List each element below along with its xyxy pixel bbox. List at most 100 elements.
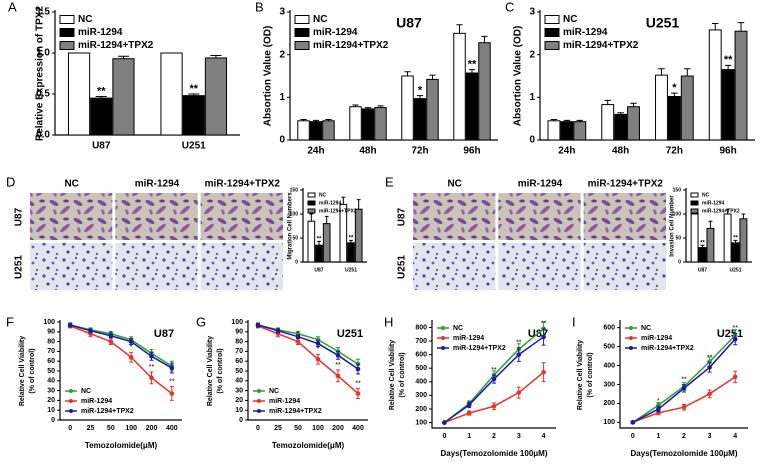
micrograph	[583, 193, 666, 240]
point	[442, 420, 447, 425]
legend-swatch	[690, 200, 699, 206]
y-axis-label: (% of control)	[399, 352, 406, 397]
micrograph	[200, 243, 283, 290]
legend-label: NC	[453, 325, 463, 332]
point	[541, 369, 546, 375]
bar	[90, 97, 113, 136]
image-column-label: NC	[64, 179, 78, 190]
bar	[426, 78, 439, 141]
point	[335, 353, 341, 358]
error-bar	[312, 119, 320, 122]
legend-label: miR-1294+TPX2	[313, 40, 389, 51]
bar	[734, 30, 748, 141]
point	[67, 322, 73, 328]
legend-label: NC	[269, 388, 279, 395]
legend-marker	[629, 346, 633, 350]
point	[707, 391, 712, 397]
y-tick-label: 3	[279, 7, 285, 18]
micrograph	[413, 193, 496, 240]
y-tick-label: 50	[675, 235, 681, 241]
error-bar	[364, 107, 372, 109]
legend-label: miR-1294+TPX2	[319, 208, 357, 214]
y-tick-label: 0	[239, 417, 243, 424]
y-tick-label: 100	[231, 319, 243, 326]
x-tick-label: 400	[352, 425, 364, 432]
x-tick-label: 72h	[666, 146, 683, 157]
axis	[431, 320, 556, 429]
point	[656, 406, 661, 412]
significance-label: **	[149, 364, 155, 371]
legend-label: NC	[702, 192, 710, 198]
chart-title: U87	[154, 328, 174, 340]
x-tick-label: 50	[294, 425, 302, 432]
error-bar	[733, 239, 738, 243]
y-tick-label: 1.5	[36, 7, 50, 18]
line	[69, 324, 173, 367]
significance-label: *	[317, 346, 320, 353]
legend-label: miR-1294+TPX2	[563, 40, 639, 51]
y-tick-label: 80	[235, 338, 243, 345]
line	[257, 324, 359, 365]
legend-marker	[257, 399, 261, 403]
error-bar	[737, 22, 745, 32]
error-bar	[325, 119, 332, 121]
y-tick-label: 90	[235, 329, 243, 336]
x-tick-label: 2	[492, 433, 496, 440]
x-axis-label: Temozolomide(μM)	[85, 441, 158, 450]
significance-label: **	[681, 376, 687, 383]
legend-label: NC	[78, 14, 92, 25]
legend-label: miR-1294	[319, 200, 341, 206]
line	[257, 324, 359, 370]
legend-label: NC	[81, 388, 91, 395]
y-tick-label: 400	[603, 362, 615, 369]
error-bar	[352, 104, 359, 107]
x-tick-label: 96h	[720, 146, 737, 157]
chart-title: U251	[646, 15, 680, 31]
y-tick-label: 1	[279, 92, 285, 103]
y-axis-label: Relative Cell Viability	[19, 336, 26, 406]
y-axis-label: Absortion Value (OD)	[513, 26, 524, 127]
image-row-label: U251	[397, 255, 408, 279]
x-tick-label: 50	[107, 425, 115, 432]
legend-swatch	[59, 28, 75, 37]
significance-label: **	[491, 367, 497, 374]
bar	[453, 32, 466, 141]
bar	[723, 213, 732, 263]
legend-label: NC	[319, 192, 327, 198]
image-column-label: miR-1294	[135, 179, 180, 190]
image-column-label: miR-1294	[518, 179, 563, 190]
error-bar	[700, 244, 705, 248]
x-tick-label: 0	[631, 433, 635, 440]
y-tick-label: 800	[415, 324, 427, 331]
point	[315, 341, 321, 346]
y-tick-label: 600	[603, 325, 615, 332]
significance-label: **	[317, 236, 322, 242]
y-tick-label: 100	[43, 319, 55, 326]
x-tick-label: 24h	[307, 146, 324, 157]
bar	[160, 52, 183, 136]
y-tick-label: 0	[295, 259, 298, 265]
point	[355, 391, 361, 396]
error-bar	[741, 213, 746, 219]
image-row-label: U87	[397, 207, 408, 226]
y-tick-label: 70	[47, 348, 55, 355]
y-tick-label: 300	[603, 381, 615, 388]
legend-marker	[441, 326, 445, 330]
significance-label: *	[672, 82, 677, 94]
y-axis-label: Invasion Cell Number	[670, 195, 676, 257]
significance-label: **	[97, 85, 106, 97]
legend-swatch	[294, 15, 310, 24]
bar	[690, 213, 699, 263]
legend-swatch	[544, 41, 560, 50]
y-tick-label: 60	[47, 358, 55, 365]
legend-marker	[629, 336, 633, 340]
x-axis-label: Days(Temozolomide 100μM)	[631, 449, 738, 458]
micrograph	[30, 243, 113, 290]
significance-label: *	[418, 85, 423, 97]
x-tick-label: 200	[146, 425, 158, 432]
y-axis-label: Relative Cell Viability	[389, 340, 396, 410]
micrograph	[413, 243, 496, 290]
significance-label: **	[169, 379, 175, 386]
micrograph	[200, 193, 283, 240]
bar	[667, 95, 681, 141]
